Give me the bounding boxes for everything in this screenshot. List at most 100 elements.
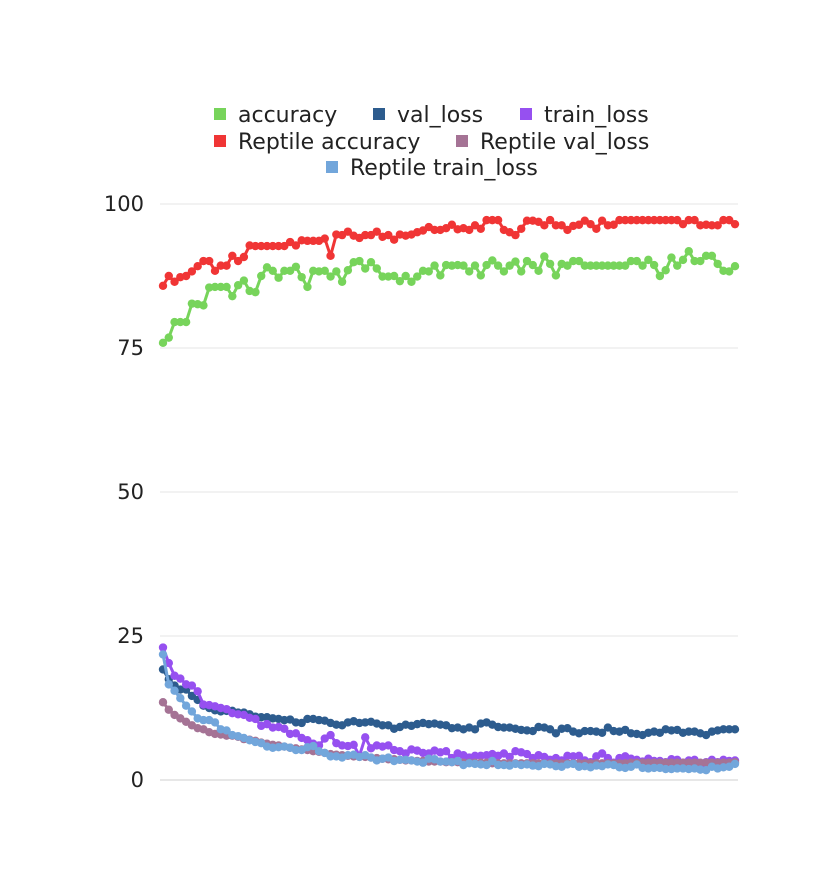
data-point: [493, 261, 503, 270]
data-point: [268, 241, 277, 251]
data-point: [493, 760, 503, 770]
data-point: [233, 281, 243, 290]
data-point: [176, 317, 185, 327]
legend-swatch: [326, 161, 338, 173]
legend-swatch: [214, 108, 226, 120]
data-point: [181, 701, 191, 710]
data-point: [170, 686, 179, 695]
data-point: [684, 247, 693, 256]
data-point: [545, 259, 555, 269]
data-point: [725, 725, 734, 734]
y-tick-label: 50: [117, 480, 144, 504]
data-point: [158, 281, 168, 290]
data-point: [164, 658, 173, 668]
data-point: [574, 751, 584, 761]
data-point: [297, 272, 306, 282]
data-point: [551, 221, 561, 230]
data-point: [210, 718, 220, 727]
data-point: [684, 215, 693, 225]
data-point: [725, 267, 734, 276]
data-point: [597, 216, 607, 225]
data-point: [424, 267, 433, 276]
data-point: [690, 215, 699, 225]
data-point: [361, 230, 370, 240]
data-point: [395, 276, 405, 286]
data-point: [730, 725, 740, 734]
data-point: [239, 276, 249, 285]
data-point: [164, 705, 173, 714]
y-tick-label: 100: [104, 192, 144, 216]
data-point: [528, 260, 537, 270]
data-point: [655, 215, 665, 225]
data-point: [413, 272, 422, 281]
series: [158, 215, 740, 290]
data-point: [430, 225, 439, 235]
data-point: [551, 729, 561, 738]
data-point: [436, 757, 445, 766]
data-point: [661, 758, 670, 767]
legend-item: val_loss: [373, 103, 483, 128]
data-point: [476, 271, 485, 280]
data-point: [626, 215, 636, 225]
legend-label: Reptile accuracy: [238, 130, 420, 155]
data-point: [158, 698, 168, 707]
data-point: [349, 740, 358, 750]
data-point: [291, 729, 301, 738]
data-point: [164, 333, 173, 342]
data-point: [592, 261, 601, 270]
data-point: [378, 272, 387, 281]
data-point: [707, 251, 717, 261]
data-point: [649, 763, 659, 773]
data-point: [540, 221, 549, 230]
data-point: [407, 277, 416, 286]
data-point: [615, 215, 624, 225]
data-point: [326, 251, 335, 261]
chart-legend: accuracy val_loss train_loss Reptile accura…: [214, 103, 649, 181]
data-point: [476, 224, 485, 233]
data-point: [730, 219, 740, 229]
data-point: [309, 236, 318, 246]
data-point: [609, 261, 618, 270]
data-point: [690, 758, 699, 767]
legend-item: accuracy: [214, 103, 337, 128]
data-point: [667, 758, 676, 767]
data-point: [644, 758, 653, 767]
data-point: [580, 726, 589, 736]
data-point: [459, 261, 468, 270]
data-point: [586, 219, 595, 229]
data-point: [534, 266, 543, 276]
data-point: [684, 758, 693, 767]
data-point: [309, 741, 318, 751]
data-point: [499, 267, 509, 276]
data-point: [430, 261, 439, 270]
data-point: [667, 253, 676, 262]
data-point: [303, 714, 312, 724]
data-point: [337, 277, 347, 286]
data-point: [291, 745, 301, 755]
data-point: [465, 267, 474, 276]
data-point: [251, 287, 260, 297]
y-axis: 100 75 50 25 0: [104, 192, 144, 792]
data-point: [395, 755, 405, 765]
data-point: [644, 215, 653, 225]
data-point: [678, 255, 688, 265]
data-point: [522, 216, 532, 225]
data-point: [280, 266, 289, 276]
data-point: [730, 262, 740, 271]
data-point: [730, 759, 740, 769]
data-point: [603, 261, 613, 270]
data-point: [181, 271, 191, 281]
data-point: [216, 261, 225, 270]
data-point: [499, 723, 509, 732]
data-point: [158, 643, 168, 652]
data-point: [164, 680, 173, 689]
data-point: [511, 257, 520, 266]
data-point: [574, 256, 584, 266]
data-point: [505, 752, 514, 762]
data-point: [384, 230, 393, 240]
y-tick-label: 0: [131, 768, 144, 792]
data-point: [268, 266, 277, 276]
data-point: [684, 727, 693, 736]
data-point: [193, 687, 202, 696]
data-point: [569, 256, 578, 266]
